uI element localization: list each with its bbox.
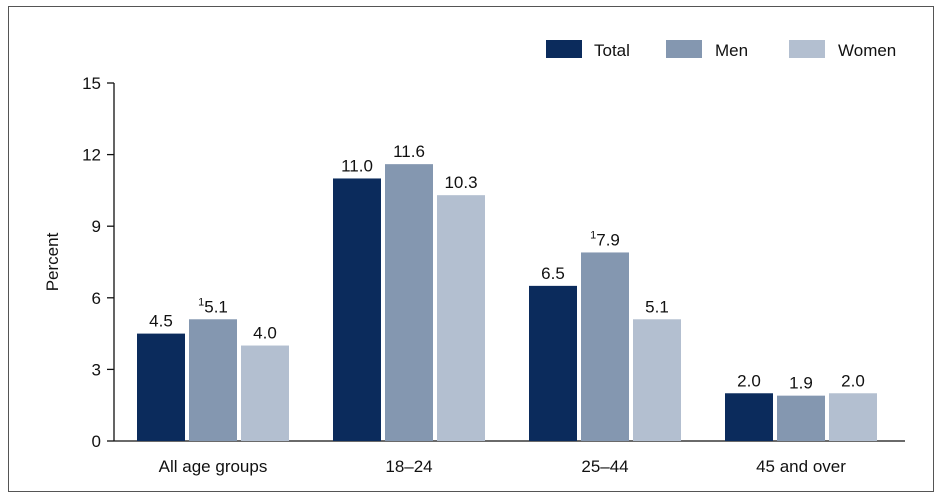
bar-women-2 [633, 319, 681, 441]
legend-swatch-men [666, 40, 702, 58]
data-label-men-2: 17.9 [590, 229, 620, 249]
y-tick-label-9: 9 [92, 217, 101, 236]
bar-total-1 [333, 178, 381, 441]
data-label-total-3: 2.0 [737, 371, 761, 390]
data-labels: 4.515.14.011.011.610.36.517.95.12.0 1.9 2.… [149, 142, 865, 393]
bar-men-1 [385, 164, 433, 441]
data-label-women-3: 2.0 [841, 371, 865, 390]
data-label-value: 5.1 [204, 297, 228, 316]
bar-total-2 [529, 285, 577, 441]
legend-label-men: Men [715, 41, 748, 60]
x-tick-label-2: 25–44 [581, 457, 628, 476]
legend-label-women: Women [838, 41, 896, 60]
legend: Total Men Women [546, 40, 896, 60]
data-label-women-2: 5.1 [645, 297, 669, 316]
y-tick-label-15: 15 [82, 74, 101, 93]
data-label-total-0: 4.5 [149, 312, 173, 331]
data-label-women-0: 4.0 [253, 324, 277, 343]
y-tick-label-12: 12 [82, 146, 101, 165]
bar-women-3 [829, 393, 877, 441]
data-label-women-1: 10.3 [444, 173, 477, 192]
x-axis: All age groups 18–24 25–44 45 and over [114, 440, 905, 476]
data-label-total-2: 6.5 [541, 264, 565, 283]
legend-label-total: Total [594, 41, 630, 60]
y-tick-label-0: 0 [92, 432, 101, 451]
x-tick-label-3: 45 and over [756, 457, 846, 476]
bar-women-1 [437, 195, 485, 441]
bar-men-0 [189, 319, 237, 441]
bar-total-3 [725, 393, 773, 441]
bars [137, 164, 877, 441]
y-tick-label-6: 6 [92, 289, 101, 308]
data-label-men-3: 1.9 [789, 374, 813, 393]
bar-men-3 [777, 395, 825, 441]
x-tick-label-0: All age groups [159, 457, 268, 476]
bar-men-2 [581, 252, 629, 441]
footnote-mark: 1 [198, 296, 204, 308]
data-label-value: 7.9 [596, 230, 620, 249]
legend-swatch-women [789, 40, 825, 58]
data-label-men-1: 11.6 [393, 142, 425, 161]
y-tick-label-3: 3 [92, 360, 101, 379]
footnote-mark: 1 [590, 229, 596, 241]
data-label-total-1: 11.0 [341, 156, 373, 175]
bar-women-0 [241, 345, 289, 441]
bar-total-0 [137, 333, 185, 441]
data-label-men-0: 15.1 [198, 296, 228, 316]
y-axis: 0 3 6 9 12 15 Percent [43, 74, 115, 451]
y-axis-title: Percent [43, 232, 62, 291]
x-tick-label-1: 18–24 [385, 457, 432, 476]
legend-swatch-total [546, 40, 582, 58]
